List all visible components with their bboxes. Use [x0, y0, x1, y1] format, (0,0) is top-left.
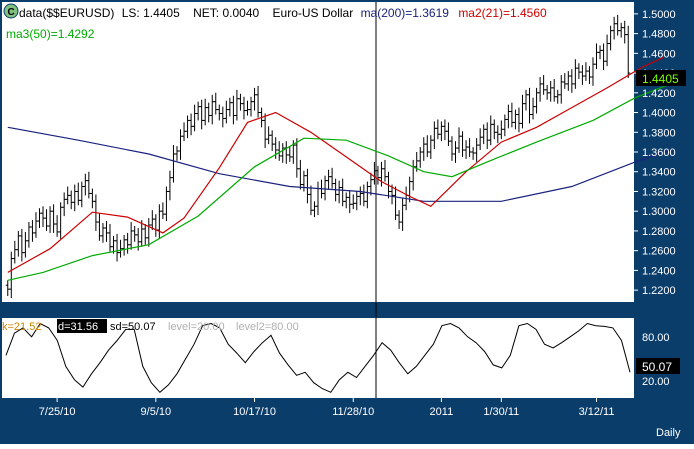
last-osc-marker: 50.07 — [642, 360, 672, 374]
ma200-label: ma(200)=1.3619 — [361, 6, 450, 20]
price-y-axis: 1.50001.48001.46001.44001.42001.40001.38… — [634, 9, 676, 297]
y-tick-label: 1.2200 — [642, 285, 676, 297]
stoch-line — [5, 322, 631, 394]
x-tick-label: 7/25/10 — [39, 406, 76, 418]
oscillator-lines — [5, 322, 631, 394]
price-bar — [626, 25, 631, 78]
symbol-badge-icon — [3, 3, 19, 19]
y-tick-label: 1.3600 — [642, 147, 676, 159]
x-tick-label: 11/28/10 — [332, 406, 374, 418]
x-tick-label: 9/5/10 — [141, 406, 172, 418]
instrument-name: Euro-US Dollar — [273, 6, 354, 20]
x-tick-label: 10/17/10 — [233, 406, 276, 418]
stoch-d-highlight — [57, 319, 107, 333]
osc-tick-label: 20.00 — [642, 376, 670, 388]
y-tick-label: 1.3200 — [642, 186, 676, 198]
stoch-sd-label: sd=50.07 — [110, 321, 156, 333]
net-change-label: NET: 0.0040 — [193, 6, 259, 20]
chart-header: C data($$EURUSD) LS: 1.4405 NET: 0.0040 … — [3, 3, 547, 41]
last-price-marker: 1.4405 — [642, 72, 679, 86]
last-price-box — [636, 70, 686, 86]
y-tick-label: 1.4800 — [642, 29, 676, 41]
oscillator-header: k=21.52 d=31.56 sd=50.07 level=20.00 lev… — [2, 319, 299, 333]
symbol-badge-letter: C — [8, 7, 15, 18]
stoch-d-label: d=31.56 — [58, 321, 98, 333]
y-tick-label: 1.4000 — [642, 108, 676, 120]
stoch-k-label: k=21.52 — [2, 321, 41, 333]
moving-averages — [7, 56, 671, 281]
y-tick-label: 1.2400 — [642, 265, 676, 277]
price-plot-area — [2, 2, 634, 302]
price-bars — [5, 14, 631, 299]
last-osc-box — [636, 358, 680, 374]
oscillator-y-axis: 80.00 20.00 — [642, 332, 670, 388]
date-x-axis: 7/25/10 9/5/10 10/17/10 11/28/10 2011 1/30/11… — [39, 398, 615, 418]
last-price-label: LS: 1.4405 — [122, 6, 180, 20]
y-tick-label: 1.5000 — [642, 9, 676, 21]
x-tick-label: 2011 — [430, 406, 454, 418]
y-tick-label: 1.4600 — [642, 48, 676, 60]
ma50-line — [7, 83, 671, 281]
y-tick-label: 1.3400 — [642, 167, 676, 179]
stoch-level2-label: level2=80.00 — [236, 321, 299, 333]
y-tick-label: 1.3800 — [642, 127, 676, 139]
y-tick-label: 1.4200 — [642, 88, 676, 100]
ma50-label: ma3(50)=1.4292 — [6, 27, 95, 41]
y-tick-label: 1.3000 — [642, 206, 676, 218]
ma200-line — [7, 126, 671, 202]
x-tick-label: 3/12/11 — [579, 406, 615, 418]
x-tick-label: 1/30/11 — [483, 406, 519, 418]
data-label: data($$EURUSD) — [19, 6, 114, 20]
osc-tick-label: 80.00 — [642, 332, 670, 344]
y-tick-label: 1.2600 — [642, 246, 676, 258]
svg-text:data($$EURUSD) LS: 1.4: data($$EURUSD) LS: 1.4405 NET: 0.0040 Eu… — [19, 6, 547, 20]
y-tick-label: 1.2800 — [642, 226, 676, 238]
oscillator-plot-area — [2, 318, 634, 398]
ma21-line — [7, 56, 664, 273]
ma21-label: ma2(21)=1.4560 — [458, 6, 547, 20]
stoch-level-label: level=20.00 — [168, 321, 225, 333]
period-label: Daily — [656, 427, 681, 439]
